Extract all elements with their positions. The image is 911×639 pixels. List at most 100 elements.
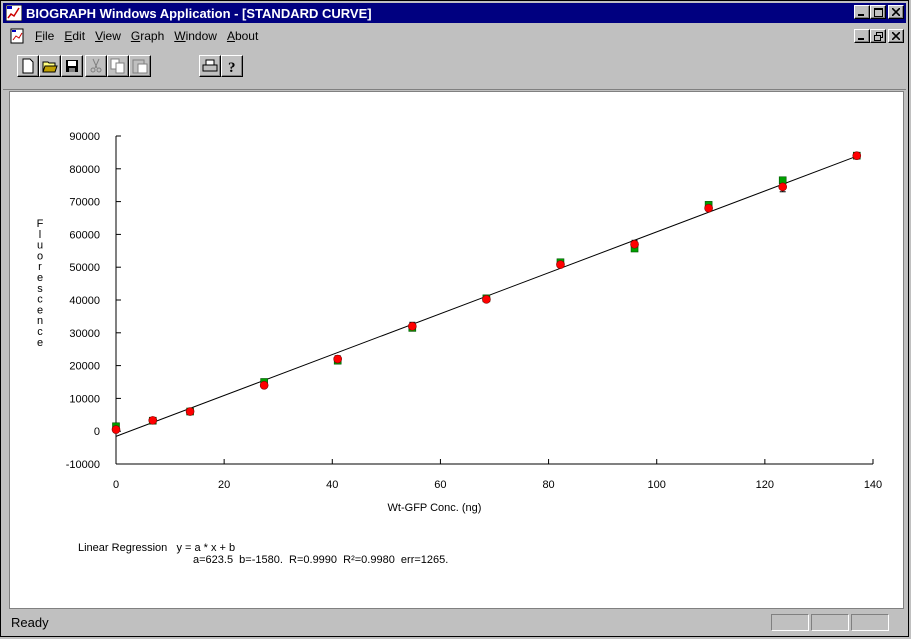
mdi-restore-button[interactable]: [870, 29, 886, 43]
y-axis-label-letter: o: [37, 250, 43, 262]
toolbar: ?: [3, 49, 906, 90]
paste-button[interactable]: [129, 55, 151, 77]
title-bar[interactable]: BIOGRAPH Windows Application - [STANDARD…: [3, 3, 906, 23]
x-tick-label: 60: [434, 479, 446, 491]
data-point-red: [482, 295, 491, 304]
cut-button[interactable]: [85, 55, 107, 77]
close-icon: [892, 8, 900, 16]
menu-bar: File Edit View Graph Window About: [3, 25, 906, 47]
x-tick-label: 80: [542, 479, 554, 491]
menu-about-label: About: [226, 29, 259, 43]
svg-text:?: ?: [228, 60, 236, 74]
minimize-button[interactable]: [854, 5, 870, 19]
x-tick-label: 100: [648, 479, 666, 491]
copy-button[interactable]: [107, 55, 129, 77]
status-bar: Ready: [3, 611, 906, 635]
paste-icon: [132, 59, 148, 74]
menu-graph-label: Graph: [130, 29, 165, 43]
open-button[interactable]: [39, 55, 61, 77]
x-tick-label: 0: [113, 479, 119, 491]
close-button[interactable]: [888, 5, 904, 19]
new-button[interactable]: [17, 55, 39, 77]
x-tick-label: 20: [218, 479, 230, 491]
new-icon: [22, 58, 34, 74]
status-panel-2: [811, 614, 849, 631]
mdi-minimize-button[interactable]: [854, 29, 870, 43]
regression-label: Linear Regression: [78, 542, 168, 554]
y-tick-label: 60000: [69, 229, 100, 241]
close-icon: [892, 32, 900, 40]
menu-about[interactable]: About: [223, 29, 262, 43]
data-point-red: [704, 203, 713, 213]
menu-window-label: Window: [174, 29, 217, 43]
maximize-button[interactable]: [870, 5, 886, 19]
menu-window[interactable]: Window: [170, 29, 221, 43]
y-axis-label-letter: c: [37, 294, 43, 306]
regression-params: a=623.5 b=-1580. R=0.9990 R²=0.9980 err=…: [193, 554, 449, 566]
y-axis-label-letter: c: [37, 326, 43, 338]
menu-file[interactable]: File: [31, 29, 58, 43]
menu-view-label: View: [95, 29, 121, 43]
menu-edit[interactable]: Edit: [60, 29, 89, 43]
copy-icon: [110, 58, 125, 74]
menu-file-label: File: [35, 29, 55, 43]
cut-icon: [90, 58, 102, 73]
save-icon: [66, 60, 78, 72]
y-tick-label: 40000: [69, 295, 100, 307]
data-point-red: [185, 407, 195, 416]
data-point-red: [408, 321, 417, 331]
data-point-red: [852, 151, 862, 160]
menu-edit-label: Edit: [64, 29, 86, 43]
regression-summary: Linear Regression y = a * x + b a=623.5 …: [78, 542, 448, 566]
status-panel-1: [771, 614, 809, 631]
data-point-red: [556, 260, 565, 269]
save-button[interactable]: [61, 55, 83, 77]
x-axis-label: Wt-GFP Conc. (ng): [388, 502, 482, 514]
y-tick-label: 70000: [69, 197, 100, 209]
y-tick-label: 50000: [69, 262, 100, 274]
x-tick-label: 120: [756, 479, 774, 491]
y-tick-label: 30000: [69, 328, 100, 340]
y-axis-label-letter: F: [37, 218, 44, 230]
y-tick-label: 20000: [69, 361, 100, 373]
window-title: BIOGRAPH Windows Application - [STANDARD…: [26, 5, 372, 21]
y-tick-label: 80000: [69, 164, 100, 176]
status-text: Ready: [11, 615, 49, 630]
x-tick-label: 40: [326, 479, 338, 491]
document-icon[interactable]: [9, 28, 25, 44]
print-button[interactable]: [199, 55, 221, 77]
y-tick-label: 0: [94, 426, 100, 438]
status-panel-3: [851, 614, 889, 631]
data-point-red: [333, 354, 342, 364]
y-axis-label-letter: e: [37, 304, 43, 316]
help-button[interactable]: ?: [221, 55, 243, 77]
y-axis-label-letter: r: [38, 261, 42, 273]
graph-area: -10000 0 10000 20000 30000 40000 50000 60000 700…: [9, 91, 904, 609]
standard-curve-chart[interactable]: -10000 0 10000 20000 30000 40000 50000 60000 700…: [10, 92, 903, 608]
y-tick-label: 10000: [69, 393, 100, 405]
menu-graph[interactable]: Graph: [127, 29, 168, 43]
y-axis-label-letter: u: [37, 240, 43, 252]
y-axis-label-letter: e: [37, 337, 43, 349]
menu-view[interactable]: View: [91, 29, 125, 43]
restore-icon: [873, 31, 883, 41]
x-tick-label: 140: [864, 479, 882, 491]
print-icon: [202, 59, 218, 72]
y-tick-label: 90000: [69, 131, 100, 143]
data-point-red: [630, 239, 639, 249]
data-point-red: [111, 425, 121, 434]
y-axis-label-letter: e: [37, 272, 43, 284]
data-point-red: [778, 182, 788, 192]
help-icon: ?: [228, 60, 236, 74]
minimize-icon: [858, 38, 864, 40]
y-axis-label-letter: s: [37, 283, 43, 295]
maximize-icon: [873, 7, 883, 17]
minimize-icon: [858, 14, 864, 16]
biograph-app-icon: [6, 5, 22, 21]
mdi-close-button[interactable]: [888, 29, 904, 43]
y-tick-label: -10000: [66, 459, 100, 471]
y-axis-label-letter: l: [39, 229, 41, 241]
data-point-red: [259, 380, 269, 390]
open-icon: [42, 61, 58, 73]
